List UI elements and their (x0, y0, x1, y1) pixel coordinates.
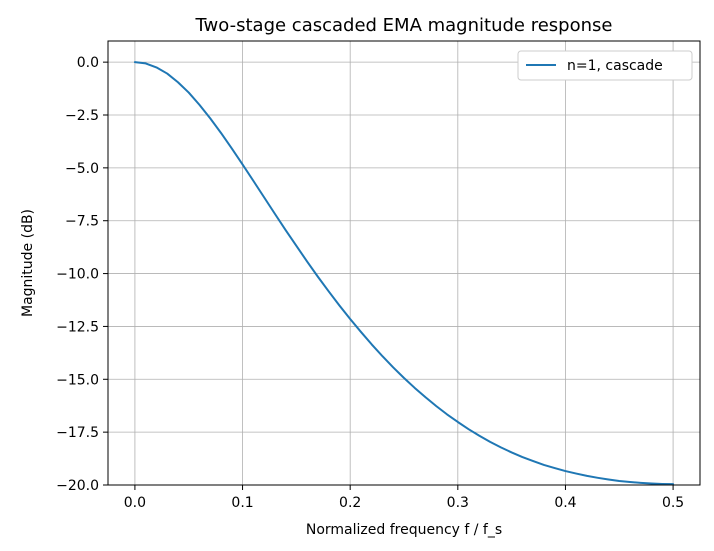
legend-box (517, 50, 693, 81)
y-tick-label: −2.5 (65, 108, 99, 124)
axis-ticks: 0.0 0.1 0.2 0.3 0.4 0.5 0.0 −2.5 −5.0 −7.5 −10.0 −1… (56, 55, 684, 511)
y-tick-label: −5.0 (65, 161, 99, 177)
y-tick-label: 0.0 (77, 55, 99, 71)
y-tick-label: −10.0 (56, 267, 99, 283)
chart-title: Two-stage cascaded EMA magnitude respons… (195, 15, 613, 36)
y-axis-label: Magnitude (dB) (20, 209, 36, 317)
y-tick-label: −17.5 (56, 425, 99, 441)
series-layer (133, 61, 675, 486)
y-tick-label: −15.0 (56, 372, 99, 388)
y-tick-label: −12.5 (56, 319, 99, 335)
plot-frame (107, 40, 701, 486)
x-tick-label: 0.1 (231, 495, 253, 511)
x-tick-label: 0.4 (554, 495, 576, 511)
legend-label: n=1, cascade (567, 58, 663, 74)
series-line-0 (133, 61, 675, 486)
x-tick-label: 0.5 (662, 495, 684, 511)
legend: n=1, cascade (517, 50, 693, 81)
y-tick-label: −7.5 (65, 214, 99, 230)
y-tick-label: −20.0 (56, 478, 99, 494)
x-tick-label: 0.2 (339, 495, 361, 511)
x-tick-label: 0.3 (447, 495, 469, 511)
x-tick-label: 0.0 (124, 495, 146, 511)
x-axis-label: Normalized frequency f / f_s (306, 522, 502, 538)
